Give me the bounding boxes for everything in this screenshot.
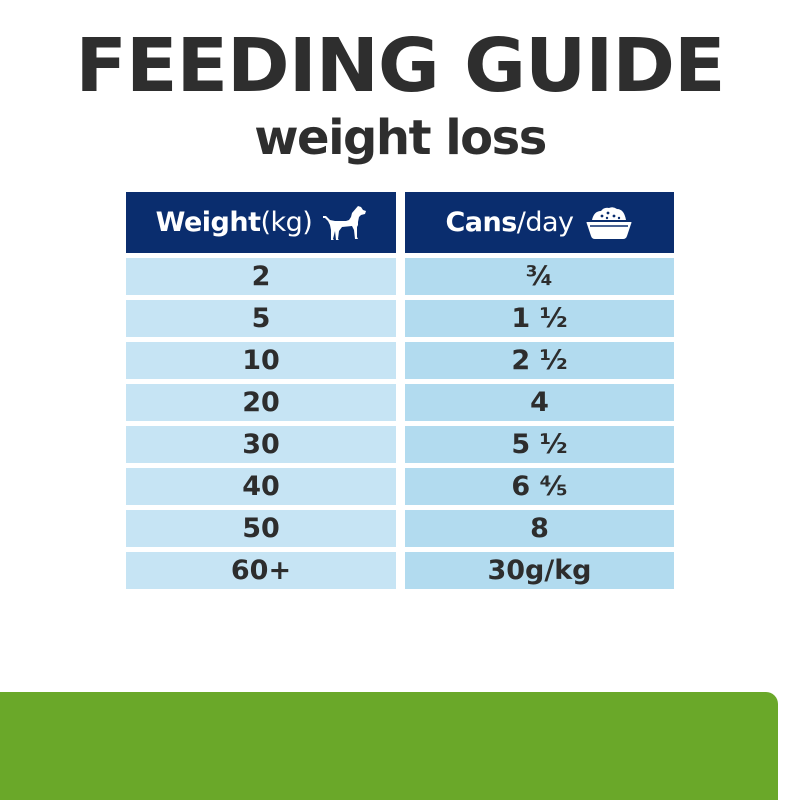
table-row: 5 1 ½ (126, 300, 674, 337)
weight-cell: 30 (126, 426, 396, 463)
cans-cell: 2 ½ (405, 342, 674, 379)
column-header-weight: Weight (kg) (126, 192, 396, 253)
table-header-row: Weight (kg) Cans/day (126, 192, 674, 253)
weight-cell: 50 (126, 510, 396, 547)
food-bowl-icon (586, 206, 632, 239)
weight-cell: 10 (126, 342, 396, 379)
table-row: 10 2 ½ (126, 342, 674, 379)
weight-cell: 5 (126, 300, 396, 337)
weight-cell: 60+ (126, 552, 396, 589)
table-row: 50 8 (126, 510, 674, 547)
page-subtitle: weight loss (254, 110, 547, 166)
table-row: 40 6 ⅘ (126, 468, 674, 505)
weight-cell: 40 (126, 468, 396, 505)
cans-cell: 5 ½ (405, 426, 674, 463)
page-title: FEEDING GUIDE (75, 23, 725, 109)
table-row: 20 4 (126, 384, 674, 421)
cans-cell: 6 ⅘ (405, 468, 674, 505)
column-header-weight-unit: (kg) (260, 207, 313, 238)
cans-cell: 8 (405, 510, 674, 547)
cans-cell: ¾ (405, 258, 674, 295)
dog-icon (323, 205, 367, 240)
table-row: 2 ¾ (126, 258, 674, 295)
column-header-cans: Cans/day (405, 192, 674, 253)
green-footer-band (0, 692, 778, 800)
weight-cell: 2 (126, 258, 396, 295)
weight-cell: 20 (126, 384, 396, 421)
cans-cell: 1 ½ (405, 300, 674, 337)
feeding-table: Weight (kg) Cans/day 2 ¾ 5 1 ½ (126, 192, 674, 589)
cans-cell: 4 (405, 384, 674, 421)
table-row: 30 5 ½ (126, 426, 674, 463)
column-header-weight-bold: Weight (155, 207, 261, 238)
column-header-cans-unit: /day (516, 207, 574, 238)
column-header-cans-bold: Cans (445, 207, 517, 238)
table-row: 60+ 30g/kg (126, 552, 674, 589)
cans-cell: 30g/kg (405, 552, 674, 589)
